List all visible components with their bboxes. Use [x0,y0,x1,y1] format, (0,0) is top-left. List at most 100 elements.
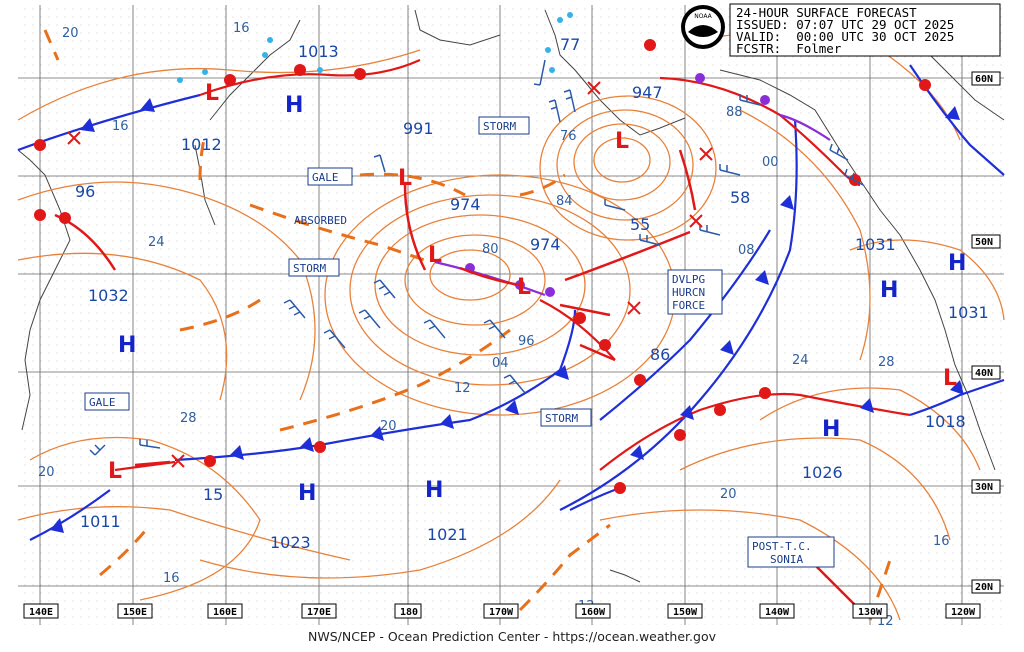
header-issued: ISSUED: 07:07 UTC 29 OCT 2025 [736,17,954,32]
isobar-label: 20 [38,465,55,480]
pressure-value: 947 [632,83,663,102]
warm-front-symbols [34,39,931,494]
isobar-label: 04 [492,356,509,371]
isobar-label: 88 [726,105,743,120]
isobar-label: 20 [720,487,737,502]
storm-warning: STORM [483,120,516,133]
absorbed-label: ABSORBED [294,214,347,227]
pressure-value: 1031 [855,235,896,254]
noaa-logo-text: NOAA [694,13,712,20]
storm-warning: STORM [293,262,326,275]
lon-label: 170E [307,607,331,618]
high-center: H [118,333,136,358]
isobar-label: 16 [233,21,250,36]
isobar-labels: 20 16 16 77 88 00 76 84 80 24 04 96 12 2… [38,21,950,629]
pressure-value: 974 [530,235,561,254]
lon-label: 130W [858,607,883,618]
isobar-label: 20 [380,419,397,434]
isobars [17,31,1005,621]
isobar-label: 00 [762,155,779,170]
high-center: H [880,278,898,303]
storm-warning: STORM [545,412,578,425]
lon-label: 140E [29,607,53,618]
high-center: H [298,481,316,506]
x-markers [67,81,713,468]
lon-label: 150E [123,607,147,618]
lon-label: 120W [951,607,976,618]
pressure-value: 974 [450,195,481,214]
low-pressure-centers: L L L L L L L [108,81,957,484]
credit-line: NWS/NCEP - Ocean Prediction Center - htt… [308,629,717,644]
lon-label: 150W [673,607,698,618]
isobar-label: 20 [62,26,79,41]
lat-label: 50N [975,237,993,248]
lat-lon-grid [18,5,1004,625]
lat-label: 30N [975,482,993,493]
high-center: H [948,251,966,276]
pressure-value: 55 [630,215,650,234]
high-center: H [285,93,303,118]
isobar-label: 77 [560,35,580,54]
longitude-axis: 140E 150E 160E 170E 180 170W 160W 150W 1… [23,603,981,619]
lon-label: 160W [581,607,606,618]
isobar-label: 96 [518,334,535,349]
lon-label: 160E [213,607,237,618]
hurcn-label: HURCN [672,286,705,299]
isobar-label: 12 [454,381,471,396]
pressure-value: 1021 [427,525,468,544]
pressure-value: 1012 [181,135,222,154]
cold-front-symbols [50,98,964,533]
pressure-value: 1013 [298,42,339,61]
header-valid: VALID: 00:00 UTC 30 OCT 2025 [736,29,954,44]
lon-label: 170W [489,607,514,618]
pressure-value: 96 [75,182,95,201]
header-title: 24-HOUR SURFACE FORECAST [736,5,917,20]
forecast-header: 24-HOUR SURFACE FORECAST ISSUED: 07:07 U… [729,3,1001,57]
isobar-label: 16 [933,534,950,549]
fronts [17,58,1005,541]
low-center: L [108,459,122,484]
dvlpg-label: DVLPG [672,273,705,286]
map-background [18,5,1004,625]
pressure-value: 1026 [802,463,843,482]
isobar-label: 80 [482,242,499,257]
pressure-value: 58 [730,188,750,207]
pressure-value: 1023 [270,533,311,552]
pressure-value: 1018 [925,412,966,431]
lat-label: 60N [975,74,993,85]
lat-label: 40N [975,368,993,379]
isobar-label: 28 [180,411,197,426]
pressure-values: 1013 1012 96 1032 991 974 974 947 55 58 … [75,42,989,552]
isobar-label: 16 [112,119,129,134]
pressure-value: 991 [403,119,434,138]
storm-tracks [54,149,856,606]
isobar-label: 24 [148,235,165,250]
lon-label: 180 [400,607,418,618]
sonia-label: SONIA [770,553,803,566]
low-center: L [205,81,219,106]
gale-warning: GALE [89,396,116,409]
isobar-label: 76 [560,129,577,144]
low-center: L [615,129,629,154]
high-center: H [425,478,443,503]
post-tc-label: POST-T.C. [752,540,812,553]
isobar-label: 28 [878,355,895,370]
wind-barbs [89,59,864,456]
pressure-value: 1032 [88,286,129,305]
header-forecaster: FCSTR: Folmer [736,41,842,56]
sea-ice-dots [177,12,573,83]
force-label: FORCE [672,299,705,312]
high-center: H [822,417,840,442]
lon-label: 140W [765,607,790,618]
isobar-label: 08 [738,243,755,258]
pressure-value: 86 [650,345,670,364]
warning-labels: STORM GALE ABSORBED STORM STORM GALE DVL… [84,116,835,568]
noaa-logo: NOAA [681,5,725,49]
isobar-label: 16 [163,571,180,586]
isobar-label: 84 [556,194,573,209]
isobar-label: 24 [792,353,809,368]
gale-warning: GALE [312,171,339,184]
lat-label: 20N [975,582,993,593]
low-center: L [943,366,957,391]
